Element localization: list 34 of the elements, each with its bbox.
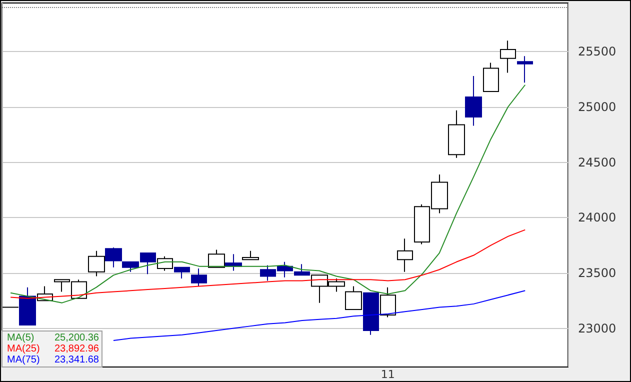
text: MA(25) [7,344,40,354]
y-tick-label: 23000 [578,321,616,336]
y-tick-label: 24000 [578,210,616,225]
candlestick [242,250,259,260]
text: MA(5) [7,332,34,344]
candlestick [465,76,482,126]
candlestick [517,56,533,84]
candlestick [191,268,207,287]
candlestick [345,286,362,310]
candlestick [397,238,413,272]
candlestick [208,249,225,268]
candlestick [483,62,499,92]
annotation: 23,892.96 [54,344,100,354]
line-series [10,229,526,299]
line-series [112,290,526,341]
y-tick-label: 25000 [578,100,616,114]
candlestick [88,250,105,277]
y-tick-label: 24500 [578,155,616,170]
candlestick [174,266,190,279]
candlestick [19,286,36,326]
line-series [10,84,526,304]
candlestick [448,110,465,158]
x-tick-label: 11 [380,368,395,381]
y-tick-label: 25500 [578,44,616,59]
candlestick [105,247,122,268]
candlestick [500,40,516,74]
annotation: 23,341.68 [54,354,100,366]
text: MA(75) [7,354,40,366]
candlestick [157,256,173,272]
annotation: 25,200.36 [54,332,100,344]
candlestick [363,292,379,336]
y-tick-label: 23500 [578,266,616,280]
candlestick [294,264,310,276]
candlestick [380,286,396,318]
